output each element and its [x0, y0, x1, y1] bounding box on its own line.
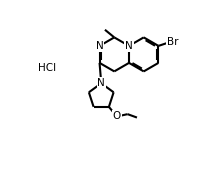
Text: HCl: HCl	[38, 63, 56, 73]
Text: N: N	[96, 41, 103, 51]
Text: Br: Br	[167, 37, 179, 47]
Text: N: N	[125, 41, 133, 51]
Text: N: N	[97, 78, 105, 88]
Text: O: O	[112, 111, 121, 121]
